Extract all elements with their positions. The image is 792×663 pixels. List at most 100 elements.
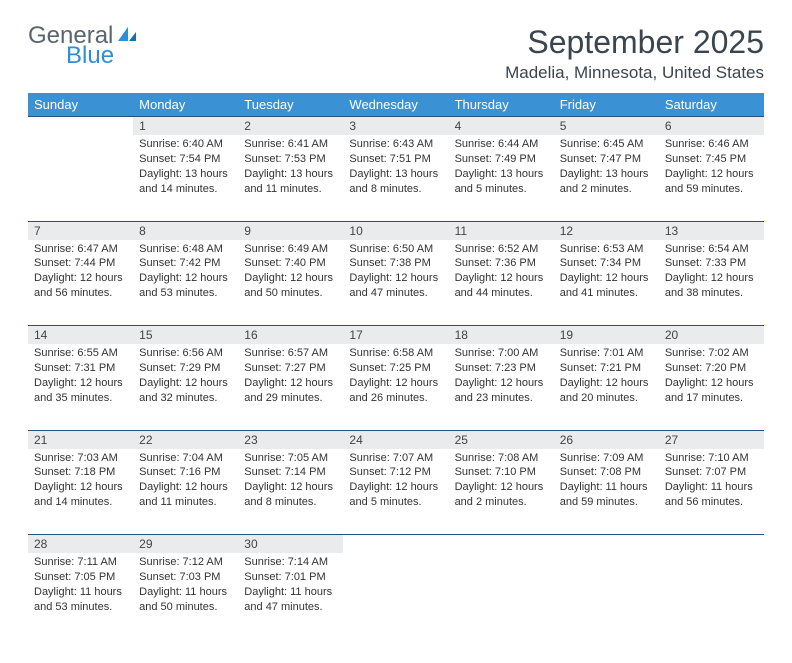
- day-number: 2: [238, 117, 343, 136]
- daylight-text-1: Daylight: 12 hours: [139, 376, 232, 391]
- daylight-text-1: Daylight: 11 hours: [139, 585, 232, 600]
- day-number: 7: [28, 221, 133, 240]
- daylight-text-2: and 8 minutes.: [349, 182, 442, 197]
- day-cell: [659, 553, 764, 639]
- sunset-text: Sunset: 7:31 PM: [34, 361, 127, 376]
- day-cell: Sunrise: 6:54 AMSunset: 7:33 PMDaylight:…: [659, 240, 764, 326]
- sunrise-text: Sunrise: 7:01 AM: [560, 346, 653, 361]
- calendar-table: Sunday Monday Tuesday Wednesday Thursday…: [28, 93, 764, 639]
- daylight-text-2: and 59 minutes.: [665, 182, 758, 197]
- day-number: 26: [554, 430, 659, 449]
- day-cell: Sunrise: 6:40 AMSunset: 7:54 PMDaylight:…: [133, 135, 238, 221]
- daylight-text-1: Daylight: 12 hours: [665, 376, 758, 391]
- col-friday: Friday: [554, 93, 659, 117]
- sunrise-text: Sunrise: 7:08 AM: [455, 451, 548, 466]
- day-number: 15: [133, 326, 238, 345]
- day-cell: Sunrise: 6:55 AMSunset: 7:31 PMDaylight:…: [28, 344, 133, 430]
- day-cell: Sunrise: 6:47 AMSunset: 7:44 PMDaylight:…: [28, 240, 133, 326]
- day-number: 4: [449, 117, 554, 136]
- col-saturday: Saturday: [659, 93, 764, 117]
- daylight-text-1: Daylight: 13 hours: [560, 167, 653, 182]
- sunset-text: Sunset: 7:21 PM: [560, 361, 653, 376]
- sunrise-text: Sunrise: 6:50 AM: [349, 242, 442, 257]
- daylight-text-1: Daylight: 12 hours: [244, 480, 337, 495]
- daylight-text-1: Daylight: 12 hours: [34, 480, 127, 495]
- sunrise-text: Sunrise: 6:57 AM: [244, 346, 337, 361]
- sunrise-text: Sunrise: 7:05 AM: [244, 451, 337, 466]
- day-cell: Sunrise: 7:00 AMSunset: 7:23 PMDaylight:…: [449, 344, 554, 430]
- col-monday: Monday: [133, 93, 238, 117]
- sunrise-text: Sunrise: 6:46 AM: [665, 137, 758, 152]
- sunrise-text: Sunrise: 7:14 AM: [244, 555, 337, 570]
- day-cell: Sunrise: 6:52 AMSunset: 7:36 PMDaylight:…: [449, 240, 554, 326]
- day-cell: Sunrise: 7:01 AMSunset: 7:21 PMDaylight:…: [554, 344, 659, 430]
- sunrise-text: Sunrise: 6:56 AM: [139, 346, 232, 361]
- sunrise-text: Sunrise: 6:55 AM: [34, 346, 127, 361]
- daynum-row: 21222324252627: [28, 430, 764, 449]
- daylight-text-1: Daylight: 13 hours: [455, 167, 548, 182]
- day-number: 28: [28, 535, 133, 554]
- daylight-text-2: and 14 minutes.: [34, 495, 127, 510]
- header: General Blue September 2025 Madelia, Min…: [28, 24, 764, 83]
- day-number: 8: [133, 221, 238, 240]
- daylight-text-1: Daylight: 11 hours: [560, 480, 653, 495]
- daylight-text-2: and 44 minutes.: [455, 286, 548, 301]
- day-cell: Sunrise: 6:48 AMSunset: 7:42 PMDaylight:…: [133, 240, 238, 326]
- day-cell: [449, 553, 554, 639]
- day-cell: Sunrise: 6:46 AMSunset: 7:45 PMDaylight:…: [659, 135, 764, 221]
- col-tuesday: Tuesday: [238, 93, 343, 117]
- sunset-text: Sunset: 7:40 PM: [244, 256, 337, 271]
- daylight-text-1: Daylight: 12 hours: [139, 271, 232, 286]
- sunrise-text: Sunrise: 7:11 AM: [34, 555, 127, 570]
- daylight-text-1: Daylight: 12 hours: [560, 271, 653, 286]
- sunset-text: Sunset: 7:34 PM: [560, 256, 653, 271]
- sunset-text: Sunset: 7:10 PM: [455, 465, 548, 480]
- daynum-row: 78910111213: [28, 221, 764, 240]
- day-number: [554, 535, 659, 554]
- location: Madelia, Minnesota, United States: [505, 63, 764, 83]
- daylight-text-2: and 11 minutes.: [139, 495, 232, 510]
- content-row: Sunrise: 6:47 AMSunset: 7:44 PMDaylight:…: [28, 240, 764, 326]
- sunrise-text: Sunrise: 7:02 AM: [665, 346, 758, 361]
- day-cell: Sunrise: 7:09 AMSunset: 7:08 PMDaylight:…: [554, 449, 659, 535]
- daylight-text-1: Daylight: 12 hours: [349, 480, 442, 495]
- day-header-row: Sunday Monday Tuesday Wednesday Thursday…: [28, 93, 764, 117]
- day-number: 19: [554, 326, 659, 345]
- daylight-text-1: Daylight: 11 hours: [665, 480, 758, 495]
- daylight-text-2: and 26 minutes.: [349, 391, 442, 406]
- sunset-text: Sunset: 7:27 PM: [244, 361, 337, 376]
- day-cell: Sunrise: 7:04 AMSunset: 7:16 PMDaylight:…: [133, 449, 238, 535]
- day-number: 20: [659, 326, 764, 345]
- logo: General Blue: [28, 24, 138, 68]
- daylight-text-2: and 53 minutes.: [34, 600, 127, 615]
- day-number: 14: [28, 326, 133, 345]
- daylight-text-1: Daylight: 12 hours: [139, 480, 232, 495]
- col-wednesday: Wednesday: [343, 93, 448, 117]
- sunrise-text: Sunrise: 6:47 AM: [34, 242, 127, 257]
- day-number: 12: [554, 221, 659, 240]
- day-number: 22: [133, 430, 238, 449]
- sunset-text: Sunset: 7:36 PM: [455, 256, 548, 271]
- daylight-text-2: and 20 minutes.: [560, 391, 653, 406]
- daylight-text-2: and 53 minutes.: [139, 286, 232, 301]
- day-cell: Sunrise: 6:58 AMSunset: 7:25 PMDaylight:…: [343, 344, 448, 430]
- sunrise-text: Sunrise: 7:09 AM: [560, 451, 653, 466]
- day-cell: Sunrise: 6:44 AMSunset: 7:49 PMDaylight:…: [449, 135, 554, 221]
- logo-word2: Blue: [28, 44, 138, 68]
- daylight-text-1: Daylight: 12 hours: [665, 167, 758, 182]
- day-cell: Sunrise: 6:43 AMSunset: 7:51 PMDaylight:…: [343, 135, 448, 221]
- sunset-text: Sunset: 7:08 PM: [560, 465, 653, 480]
- sunset-text: Sunset: 7:03 PM: [139, 570, 232, 585]
- daylight-text-2: and 56 minutes.: [34, 286, 127, 301]
- sunrise-text: Sunrise: 6:58 AM: [349, 346, 442, 361]
- content-row: Sunrise: 6:40 AMSunset: 7:54 PMDaylight:…: [28, 135, 764, 221]
- sunset-text: Sunset: 7:20 PM: [665, 361, 758, 376]
- day-number: [343, 535, 448, 554]
- sunset-text: Sunset: 7:01 PM: [244, 570, 337, 585]
- sunrise-text: Sunrise: 6:49 AM: [244, 242, 337, 257]
- daylight-text-2: and 50 minutes.: [139, 600, 232, 615]
- sunrise-text: Sunrise: 7:12 AM: [139, 555, 232, 570]
- daylight-text-1: Daylight: 12 hours: [244, 376, 337, 391]
- sunset-text: Sunset: 7:29 PM: [139, 361, 232, 376]
- day-number: 29: [133, 535, 238, 554]
